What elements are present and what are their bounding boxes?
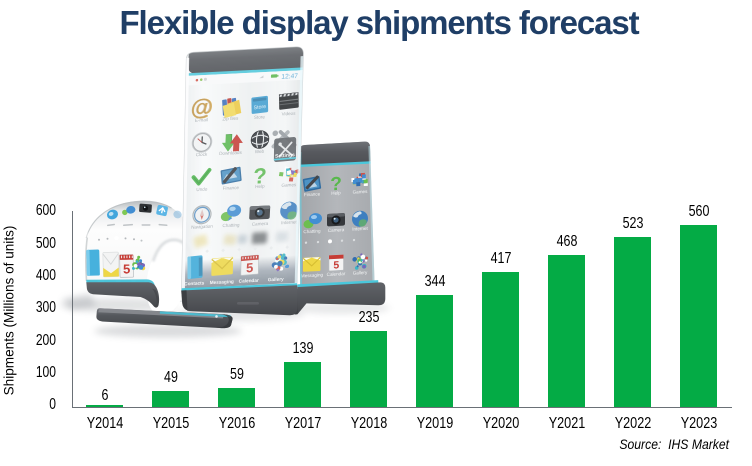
svg-text:Messaging: Messaging [301, 272, 324, 278]
svg-text:Chatting: Chatting [303, 228, 321, 234]
svg-text:?: ? [330, 174, 342, 196]
svg-text:5: 5 [123, 261, 130, 276]
svg-text:Gallery: Gallery [353, 270, 368, 276]
svg-text:Help: Help [331, 190, 341, 196]
svg-text:5: 5 [333, 259, 339, 271]
svg-text:Internet: Internet [352, 226, 368, 232]
svg-text:Camera: Camera [328, 227, 345, 233]
svg-text:Finance: Finance [304, 191, 321, 197]
svg-text:Calendar: Calendar [327, 271, 346, 277]
svg-text:Games: Games [353, 189, 368, 195]
